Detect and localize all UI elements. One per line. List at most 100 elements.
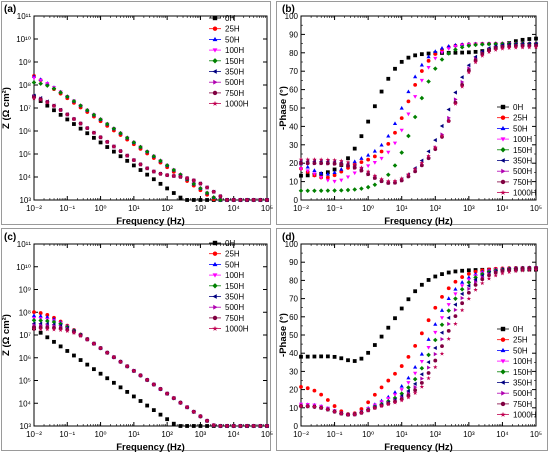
data-point <box>151 177 156 182</box>
data-point <box>118 359 123 364</box>
data-point <box>72 122 76 126</box>
legend-marker <box>500 189 506 195</box>
legend-entry: 25H <box>513 114 528 123</box>
data-point <box>433 274 438 279</box>
legend-marker <box>212 36 218 42</box>
data-point <box>399 116 404 121</box>
data-point <box>318 188 324 193</box>
data-point <box>533 44 539 50</box>
legend-entry: 350H <box>513 157 532 166</box>
data-point <box>32 310 36 314</box>
data-point <box>460 275 465 279</box>
legend-entry: 500H <box>225 78 244 87</box>
data-point <box>218 193 223 199</box>
data-point <box>379 149 384 154</box>
data-point <box>251 197 256 202</box>
data-point <box>372 343 377 347</box>
data-point <box>332 167 337 172</box>
legend-marker <box>212 315 218 321</box>
data-point <box>386 133 391 138</box>
data-point <box>413 53 418 58</box>
legend-marker <box>500 179 506 185</box>
x-tick-label: 10⁰ <box>95 204 107 213</box>
data-point <box>312 172 317 177</box>
legend-entry: 1000H <box>225 100 249 109</box>
data-point <box>439 308 445 312</box>
data-point <box>433 345 437 351</box>
data-point <box>439 123 444 129</box>
data-point <box>151 153 157 159</box>
data-point <box>446 296 451 300</box>
data-point <box>406 385 411 390</box>
data-point <box>393 316 397 321</box>
data-point <box>98 140 103 145</box>
x-tick-label: 10¹ <box>128 204 140 213</box>
data-point <box>178 424 183 428</box>
data-point <box>131 394 136 399</box>
data-point <box>473 282 478 287</box>
data-point <box>426 345 431 350</box>
data-point <box>58 112 63 117</box>
y-tick-label: 100 <box>285 240 299 249</box>
y-tick-label: 10 <box>289 178 298 187</box>
data-point <box>473 269 478 274</box>
data-point <box>386 397 391 401</box>
data-point <box>446 51 451 56</box>
data-point <box>433 66 438 71</box>
data-point <box>473 287 478 292</box>
data-point <box>399 150 404 155</box>
data-point <box>231 197 236 202</box>
data-point <box>419 78 424 83</box>
data-point <box>392 400 398 405</box>
data-point <box>399 59 404 64</box>
data-point <box>413 388 418 393</box>
data-point <box>392 121 398 126</box>
data-point <box>406 112 411 117</box>
data-point <box>453 279 458 284</box>
data-point <box>466 43 472 49</box>
data-point <box>111 149 116 154</box>
data-point <box>191 409 197 414</box>
data-point <box>426 153 431 158</box>
data-point <box>433 56 438 61</box>
y-tick-label: 10⁵ <box>19 377 31 386</box>
data-point <box>413 289 418 294</box>
data-point <box>332 354 337 359</box>
data-point <box>339 188 344 193</box>
data-point <box>312 157 317 162</box>
data-point <box>78 358 83 362</box>
data-point <box>339 162 344 167</box>
data-point <box>534 36 538 41</box>
panel-d: 10⁻² 10⁻¹ 10⁰ 10¹ 10² 10³ 10⁴ 10⁵ 0 10 20 30 40 50 60 7… <box>278 232 542 452</box>
data-point <box>453 302 457 307</box>
data-point <box>439 330 444 335</box>
data-point <box>439 351 445 356</box>
data-point <box>493 270 498 275</box>
y-tick-label: 10⁵ <box>19 150 31 159</box>
y-tick-label: 10⁶ <box>19 127 31 136</box>
data-point <box>118 154 123 159</box>
x-axis-label: Frequency (Hz) <box>384 442 453 452</box>
legend-entry: 750H <box>225 314 244 323</box>
data-point <box>419 372 424 377</box>
data-point <box>365 184 371 190</box>
data-point <box>433 364 438 370</box>
data-point <box>319 392 324 397</box>
data-point <box>204 418 210 423</box>
data-point <box>352 146 357 151</box>
legend-marker <box>212 48 218 53</box>
data-point <box>412 166 418 171</box>
data-point <box>298 188 304 194</box>
data-point <box>406 89 411 94</box>
data-point <box>399 176 404 181</box>
x-tick-label: 10⁴ <box>228 204 241 213</box>
legend-entry: 25H <box>225 250 240 259</box>
panel-c: 10⁻² 10⁻¹ 10⁰ 10¹ 10² 10³ 10⁴ 10⁵ 10³ 10⁴ 10⁵ 10⁶ 10… <box>1 232 273 452</box>
legend-entry: 100H <box>513 357 532 366</box>
data-point <box>413 371 418 376</box>
data-point <box>31 326 37 332</box>
y-tick-label: 10⁹ <box>19 58 31 67</box>
data-point <box>520 37 525 42</box>
panel-frame-a <box>1 1 271 225</box>
data-point <box>91 341 97 346</box>
